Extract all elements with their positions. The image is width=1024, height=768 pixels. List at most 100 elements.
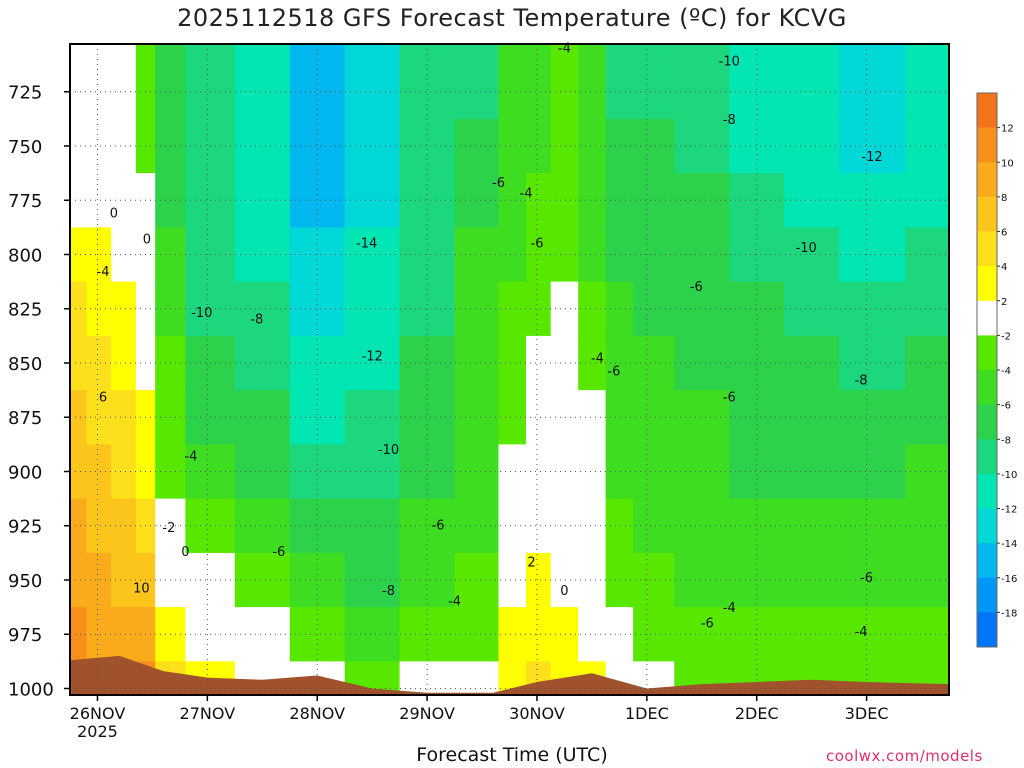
colorbar-swatch [977, 196, 997, 232]
heatmap-cell [729, 444, 785, 500]
heatmap-cell [526, 281, 552, 337]
heatmap-cell [498, 444, 527, 500]
heatmap-cell [578, 173, 607, 228]
y-tick-label: 900 [8, 462, 42, 483]
heatmap-cell [550, 607, 579, 662]
heatmap-cell [111, 498, 137, 554]
colorbar-label: 10 [1001, 158, 1014, 169]
y-tick-label: 925 [8, 517, 42, 538]
heatmap-cell [344, 173, 401, 228]
heatmap-cell [526, 607, 552, 662]
heatmap-cell [454, 444, 500, 500]
colorbar-label: 4 [1001, 262, 1007, 273]
heatmap-cell [111, 44, 137, 120]
heatmap-cell [498, 498, 527, 554]
heatmap-cell [234, 281, 291, 337]
heatmap-cell [344, 390, 401, 445]
plot-frame [69, 43, 950, 696]
heatmap-cell [605, 173, 634, 228]
heatmap-cell [605, 118, 634, 174]
contour-label: -6 [607, 365, 620, 380]
colorbar-label: 2 [1001, 297, 1007, 308]
colorbar-swatch [977, 127, 997, 163]
x-axis-label: Forecast Time (UTC) [416, 744, 608, 766]
heatmap-cell [399, 44, 456, 120]
x-tick-label: 2DEC [735, 704, 779, 723]
y-tick-label: 1000 [8, 679, 54, 700]
contour-label: -4 [723, 601, 736, 616]
contour-label: -4 [448, 595, 461, 610]
heatmap-cell [234, 118, 291, 174]
heatmap-cell [605, 335, 634, 391]
contour-label: -6 [272, 545, 285, 560]
heatmap-cell [234, 44, 291, 120]
heatmap-cell [454, 390, 500, 445]
heatmap-cell [498, 118, 527, 174]
heatmap-cell [578, 444, 607, 500]
heatmap-cell [578, 552, 607, 608]
heatmap-cell [344, 118, 401, 174]
colorbar-swatch [977, 300, 997, 336]
heatmap-cell [70, 281, 88, 337]
heatmap-cell [784, 552, 840, 608]
heatmap-cell [674, 390, 730, 445]
colorbar-swatch [977, 266, 997, 302]
heatmap-cell [605, 44, 634, 120]
heatmap-cell [784, 173, 840, 228]
heatmap-cell [399, 118, 456, 174]
heatmap-cell [905, 281, 950, 337]
heatmap-cell [498, 173, 527, 228]
y-tick-label: 950 [8, 571, 42, 592]
x-tick-label: 29NOV [399, 704, 455, 723]
heatmap-cell [905, 118, 950, 174]
heatmap-cell [674, 227, 730, 283]
heatmap-cell [526, 390, 552, 445]
heatmap-cell [135, 44, 156, 120]
heatmap-cell [111, 227, 137, 283]
colorbar-swatch [977, 508, 997, 544]
heatmap-cell [578, 390, 607, 445]
heatmap-cell [633, 498, 675, 554]
heatmap-cell [550, 118, 579, 174]
heatmap-cell [234, 552, 291, 608]
colorbar-swatch [977, 577, 997, 613]
heatmap-cell [605, 498, 634, 554]
heatmap-cell [633, 227, 675, 283]
heatmap-cell [234, 227, 291, 283]
heatmap-cell [111, 552, 137, 608]
contour-label: -10 [719, 54, 740, 69]
heatmap-cell [234, 390, 291, 445]
chart-title: 2025112518 GFS Forecast Temperature (ºC)… [177, 4, 847, 32]
contour-label: -6 [531, 237, 544, 252]
contour-label: -10 [378, 443, 399, 458]
colorbar-label: 8 [1001, 193, 1007, 204]
heatmap [70, 44, 950, 696]
contour-label: 0 [560, 584, 568, 599]
heatmap-cell [550, 44, 579, 120]
heatmap-cell [498, 281, 527, 337]
colorbar-swatch [977, 543, 997, 579]
heatmap-cell [633, 444, 675, 500]
heatmap-cell [111, 390, 137, 445]
heatmap-cell [550, 552, 579, 608]
heatmap-cell [344, 552, 401, 608]
heatmap-cell [674, 335, 730, 391]
heatmap-cell [633, 552, 675, 608]
heatmap-cell [70, 335, 88, 391]
x-tick-label: 1DEC [625, 704, 669, 723]
contour-label: -14 [356, 237, 377, 252]
x-tick-label: 27NOV [180, 704, 236, 723]
heatmap-cell [578, 281, 607, 337]
heatmap-cell [526, 118, 552, 174]
contour-label: -6 [432, 519, 445, 534]
heatmap-cell [526, 498, 552, 554]
heatmap-cell [633, 118, 675, 174]
heatmap-cell [784, 118, 840, 174]
heatmap-cell [86, 44, 112, 120]
x-tick-label: 26NOV [70, 704, 126, 723]
colorbar: 12 10 8 6 4 2 -2 -4 -6 -8 -10 -12 -14 -16 -18 [976, 92, 1017, 648]
contour-label: 2 [527, 556, 535, 571]
y-axis: 725 750 775 800 825 850 875 900 925 950 975 1000 [8, 83, 70, 700]
heatmap-cell [578, 118, 607, 174]
